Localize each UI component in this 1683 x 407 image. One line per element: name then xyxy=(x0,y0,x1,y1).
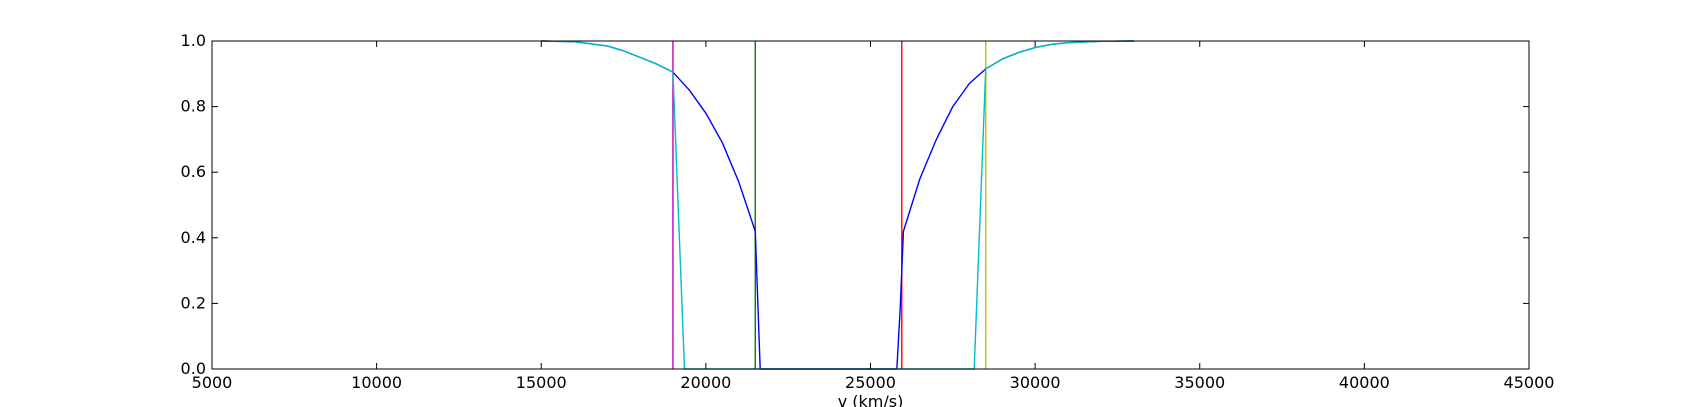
x-axis-label: v (km/s) xyxy=(838,392,904,407)
x-tick-label-3: 20000 xyxy=(680,373,731,392)
axis-tick-labels: 5000 10000 15000 20000 25000 30000 35000 40000 4… xyxy=(181,31,1555,392)
y-tick-label-1: 0.2 xyxy=(181,293,206,312)
x-tick-label-6: 35000 xyxy=(1174,373,1225,392)
x-tick-label-1: 10000 xyxy=(351,373,402,392)
y-tick-label-4: 0.8 xyxy=(181,97,206,116)
y-tick-label-0: 0.0 xyxy=(181,359,206,378)
vertical-markers xyxy=(672,41,987,369)
axis-ticks xyxy=(211,40,1530,370)
y-tick-label-5: 1.0 xyxy=(181,31,206,50)
x-tick-label-2: 15000 xyxy=(516,373,567,392)
x-tick-label-0: 5000 xyxy=(192,373,233,392)
x-tick-label-7: 40000 xyxy=(1339,373,1390,392)
y-tick-label-3: 0.6 xyxy=(181,162,206,181)
x-tick-label-4: 25000 xyxy=(845,373,896,392)
y-tick-label-2: 0.4 xyxy=(181,228,206,247)
x-tick-label-8: 45000 xyxy=(1504,373,1555,392)
x-tick-label-5: 30000 xyxy=(1010,373,1061,392)
